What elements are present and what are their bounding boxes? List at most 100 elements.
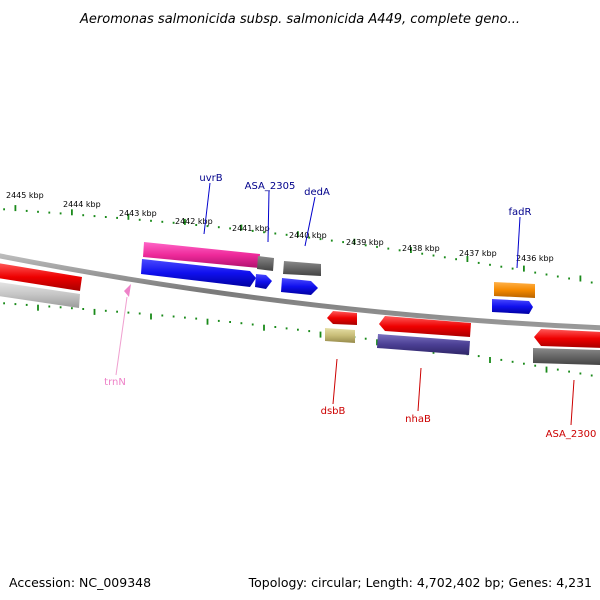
label-nhab[interactable]: nhaB [405,414,431,425]
label-asa2305[interactable]: ASA_2305 [245,181,296,192]
ruler-minor-tick [432,254,435,257]
ruler-label-2438: 2438 kbp [402,244,440,253]
line-asa2300 [570,379,575,426]
ruler-minor-tick [82,308,85,310]
ruler-minor-tick [127,311,130,314]
topology-text: Topology: circular; Length: 4,702,402 bp… [248,575,592,590]
line-nhab [417,367,422,412]
ruler-minor-tick [172,315,175,318]
ruler-major-tick [93,308,96,315]
ruler-major-tick [523,265,525,272]
feature-orange[interactable] [494,282,535,298]
ruler-minor-tick [138,312,141,315]
ruler-minor-tick [172,221,175,224]
feature-left-lightgray[interactable] [0,282,80,308]
label-trnn[interactable]: trnN [104,377,126,388]
line-dsbb [332,358,338,405]
ruler-minor-tick [398,249,401,252]
feature-right-gray[interactable] [533,348,600,365]
ruler-minor-tick [25,303,28,306]
ruler-minor-tick [116,310,118,313]
map-title: Aeromonas salmonicida subsp. salmonicida… [79,12,520,27]
ruler-minor-tick [443,256,446,259]
accession-text: Accession: NC_009348 [9,575,151,590]
ruler-minor-tick [579,372,582,375]
line-uvrB [203,182,211,235]
ruler-major-tick [579,275,582,282]
ruler-minor-tick [116,216,118,219]
ruler-minor-tick [308,236,311,239]
ruler-major-tick [150,313,152,320]
feature-nhaB[interactable] [377,334,470,355]
ruler-minor-tick [330,239,333,242]
ruler-minor-tick [500,265,503,268]
ruler-minor-tick [229,321,231,323]
label-uvrB[interactable]: uvrB [199,173,222,184]
ruler-minor-tick [568,277,570,280]
label-asa2300[interactable]: ASA_2300 [546,429,597,440]
ruler-minor-tick [240,322,243,325]
feature-blue-long[interactable] [141,259,256,287]
ruler-minor-tick [206,225,209,228]
ruler-label-2442: 2442 kbp [175,217,213,226]
feature-trnN-arrow[interactable] [124,284,131,297]
ruler-major-tick [376,339,378,346]
ruler-major-tick [297,231,299,238]
ruler-minor-tick [387,247,390,250]
ruler-major-tick [410,247,412,253]
ruler-minor-tick [263,231,265,234]
line-deda [304,196,316,247]
ruler-minor-tick [511,360,514,363]
feature-dsbB-arrow[interactable] [327,311,357,325]
feature-gray-a[interactable] [257,256,274,271]
ruler-minor-tick [421,252,424,255]
ruler-minor-tick [274,232,277,235]
ruler-minor-tick [590,281,593,284]
ruler-label-2441: 2441 kbp [232,224,270,233]
ruler-minor-tick [297,328,299,331]
ruler-minor-tick [455,258,457,261]
ruler-minor-tick [568,370,570,373]
feature-red-long[interactable] [379,316,471,337]
feature-right-red[interactable] [534,329,600,348]
ruler-label-2445: 2445 kbp [6,191,44,200]
label-deda[interactable]: dedA [304,187,330,198]
gene-labels: uvrB ASA_2305 dedA fadR trnN dsbB nhaB A… [104,173,596,440]
feature-blue-deda[interactable] [281,278,318,295]
feature-blue-small[interactable] [255,274,272,289]
ruler-minor-tick [82,214,85,217]
feature-gray-b[interactable] [283,261,321,276]
feature-uvrB[interactable] [143,242,260,268]
ruler-minor-tick [523,362,525,365]
feature-khaki[interactable] [325,328,355,343]
ruler-major-tick [14,205,17,212]
label-fadr[interactable]: fadR [509,207,532,218]
feature-left-red[interactable] [0,263,82,291]
ruler-minor-tick [308,330,311,333]
ruler-major-tick [353,238,356,245]
ruler-minor-tick [37,210,39,213]
ruler-minor-tick [48,211,51,214]
ruler-minor-tick [251,323,254,326]
label-lines [115,182,575,426]
ruler-minor-tick [477,261,480,264]
ruler-minor-tick [511,267,514,270]
lower-ruler-ticks [3,302,593,377]
ruler-minor-tick [59,306,62,309]
ruler-label-2443: 2443 kbp [119,209,157,218]
ruler-minor-tick [376,245,378,248]
ruler-major-tick [71,209,73,216]
ruler-label-2436: 2436 kbp [516,254,554,263]
ruler-minor-tick [138,218,141,221]
ruler-major-tick [37,304,39,311]
ruler-minor-tick [545,273,548,276]
ruler-major-tick [466,256,469,262]
ruler-label-2440: 2440 kbp [289,231,327,240]
label-dsbb[interactable]: dsbB [321,406,346,417]
feature-blue-fadr[interactable] [492,299,533,314]
ruler-minor-tick [534,271,537,274]
ruler-label-2437: 2437 kbp [459,249,497,258]
ruler-minor-tick [319,238,322,241]
ruler-major-tick [319,331,322,338]
